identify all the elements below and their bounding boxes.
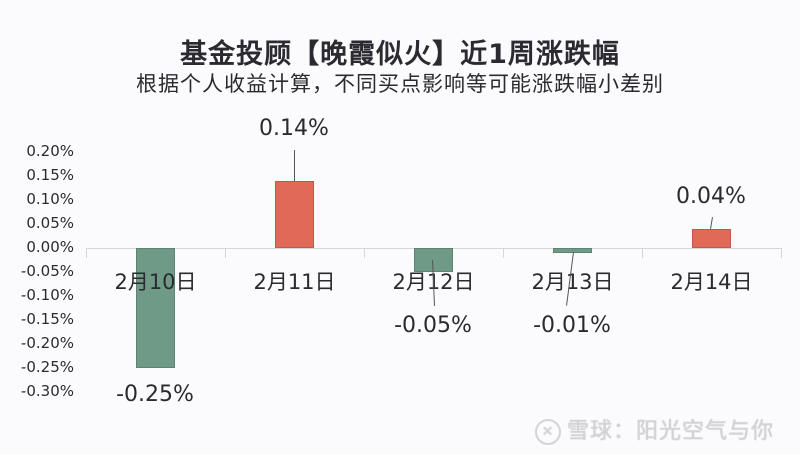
label-leader-line xyxy=(294,150,295,181)
y-tick-label: -0.10% xyxy=(20,286,74,304)
x-axis-tick xyxy=(86,248,87,258)
x-tick-label: 2月14日 xyxy=(670,270,753,294)
x-axis-tick xyxy=(225,248,226,258)
y-tick-label: 0.10% xyxy=(26,190,74,208)
x-axis-tick xyxy=(364,248,365,258)
data-label: 0.04% xyxy=(676,184,746,209)
data-label: 0.14% xyxy=(259,116,329,141)
y-tick-label: -0.20% xyxy=(20,334,74,352)
bar xyxy=(136,248,175,368)
data-label: -0.01% xyxy=(533,313,611,338)
x-tick-label: 2月11日 xyxy=(253,270,336,294)
y-tick-label: 0.15% xyxy=(26,166,74,184)
chart-title: 基金投顾【晚霞似火】近1周涨跌幅 xyxy=(180,39,620,70)
y-tick-label: -0.30% xyxy=(20,382,74,400)
x-tick-label: 2月13日 xyxy=(531,270,614,294)
y-tick-label: -0.25% xyxy=(20,358,74,376)
data-label: -0.25% xyxy=(116,382,194,407)
x-tick-label: 2月10日 xyxy=(114,270,197,294)
y-tick-label: -0.05% xyxy=(20,262,74,280)
data-label: -0.05% xyxy=(394,313,472,338)
y-tick-label: 0.20% xyxy=(26,142,74,160)
bar xyxy=(275,180,314,248)
y-tick-label: 0.00% xyxy=(26,238,74,256)
x-axis-tick xyxy=(503,248,504,258)
x-axis-tick xyxy=(642,248,643,258)
y-tick-label: -0.15% xyxy=(20,310,74,328)
watermark: ✕ 雪球：阳光空气与你 xyxy=(535,413,774,445)
snowball-logo-icon: ✕ xyxy=(535,419,561,445)
x-axis-tick xyxy=(781,248,782,258)
label-leader-line xyxy=(710,217,713,230)
watermark-text: 雪球：阳光空气与你 xyxy=(567,419,775,444)
bar xyxy=(692,228,731,248)
chart-subtitle: 根据个人收益计算，不同买点影响等可能涨跌幅小差别 xyxy=(136,72,664,96)
bar xyxy=(414,248,453,272)
y-tick-label: 0.05% xyxy=(26,214,74,232)
